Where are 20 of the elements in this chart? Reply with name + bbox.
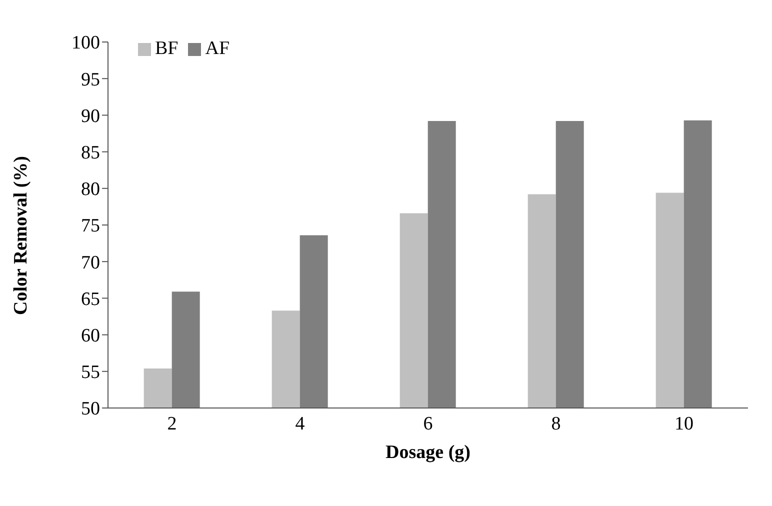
y-tick-label: 100 xyxy=(72,32,100,54)
y-tick-label: 50 xyxy=(81,398,100,420)
y-tick-label: 90 xyxy=(81,106,100,127)
y-tick-label: 80 xyxy=(81,179,100,200)
y-tick-label: 60 xyxy=(81,326,100,347)
x-tick-label: 10 xyxy=(674,413,694,434)
legend-label: BF xyxy=(155,38,178,59)
y-tick-label: 55 xyxy=(81,362,100,384)
x-tick-label: 4 xyxy=(295,413,306,434)
legend-label: AF xyxy=(205,38,230,59)
x-tick-label: 2 xyxy=(167,413,177,434)
x-tick-label: 8 xyxy=(551,413,561,434)
x-tick-label: 6 xyxy=(423,413,433,434)
y-tick-label: 65 xyxy=(81,288,100,310)
y-tick-label: 70 xyxy=(81,252,100,274)
y-tick-label: 75 xyxy=(81,216,100,237)
y-tick-label: 85 xyxy=(81,142,100,164)
y-axis-title: Color Removal (%) xyxy=(10,156,32,315)
y-tick-label: 95 xyxy=(81,69,100,90)
x-axis-title: Dosage (g) xyxy=(386,442,470,463)
